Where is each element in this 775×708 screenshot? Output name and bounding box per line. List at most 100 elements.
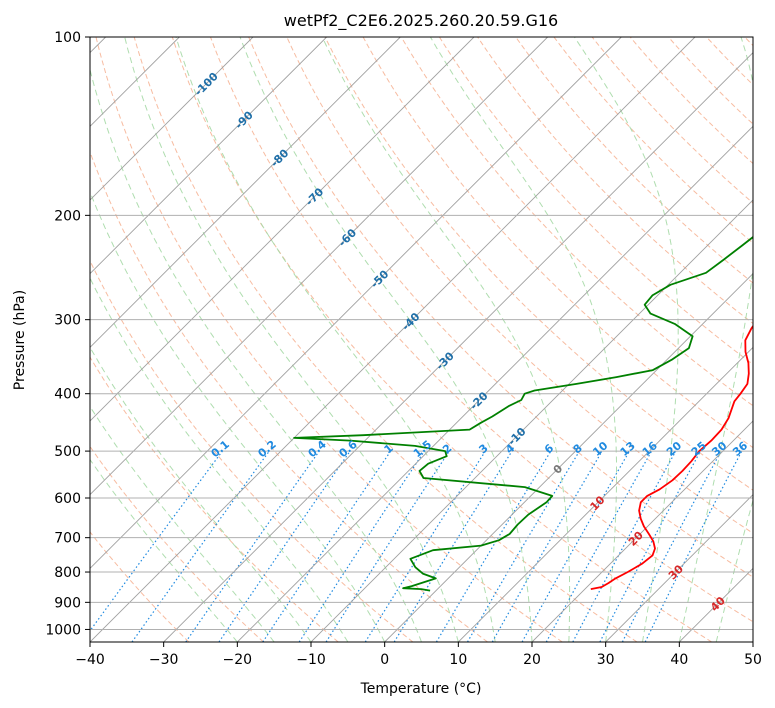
- mixing-ratio-line: [325, 450, 450, 642]
- moist-adiabat: [239, 37, 533, 642]
- moist-adiabat: [715, 498, 753, 642]
- isotherm: [237, 125, 753, 642]
- mixing-ratio-line: [364, 450, 486, 642]
- mixing-ratio-line: [599, 450, 702, 642]
- isotherm: [679, 567, 753, 642]
- isotherm-label: -40: [399, 310, 422, 333]
- dry-adiabat: [133, 37, 638, 642]
- y-tick-label: 100: [54, 30, 81, 46]
- isotherm: [163, 52, 753, 642]
- isotherm: [90, 37, 401, 348]
- x-tick-label: 40: [670, 652, 688, 668]
- x-tick-label: 50: [744, 652, 762, 668]
- moist-adiabat: [678, 37, 753, 642]
- mixing-ratio-label: 6: [542, 441, 556, 456]
- mixing-ratio-label: 10: [590, 439, 610, 459]
- dry-adiabat: [744, 37, 753, 47]
- isotherm: [90, 37, 254, 201]
- dry-adiabat: [477, 37, 753, 325]
- isotherm: [90, 37, 622, 569]
- y-tick-label: 600: [54, 491, 81, 507]
- dry-adiabat: [90, 531, 190, 642]
- dry-adiabat: [668, 37, 753, 125]
- moist-adiabat: [175, 37, 496, 642]
- y-tick-label: 300: [54, 313, 81, 329]
- dry-adiabat: [210, 37, 753, 623]
- isotherm: [458, 346, 753, 642]
- x-tick-label: −30: [149, 652, 179, 668]
- moist-adiabat: [90, 405, 275, 642]
- mixing-ratio-label: 0.1: [209, 438, 232, 460]
- mixing-ratio-label: 20: [664, 439, 684, 459]
- y-tick-label: 400: [54, 387, 81, 403]
- isotherm: [752, 641, 753, 642]
- mixing-ratio-line: [572, 450, 677, 642]
- dewpoint-profile: [293, 235, 753, 592]
- isotherm-label: -90: [233, 108, 256, 131]
- y-tick-label: 200: [54, 208, 81, 224]
- isotherm-label: -60: [336, 226, 359, 249]
- mixing-ratio-line: [298, 450, 425, 642]
- dry-adiabat: [438, 37, 753, 365]
- isotherm: [384, 273, 753, 642]
- mixing-ratio-label: 0.4: [306, 438, 330, 461]
- x-tick-label: −20: [223, 652, 253, 668]
- moist-adiabat: [90, 276, 349, 642]
- moist-adiabat: [90, 458, 238, 642]
- temperature-profile: [590, 324, 753, 590]
- moist-adiabat: [321, 37, 571, 642]
- isotherm: [605, 494, 753, 642]
- moist-adiabat: [90, 190, 386, 642]
- isotherm: [90, 37, 475, 422]
- x-tick-label: −40: [75, 652, 105, 668]
- isotherm-label: -100: [192, 70, 221, 99]
- x-axis-label: Temperature (°C): [360, 681, 482, 697]
- y-tick-label: 700: [54, 531, 81, 547]
- isotherm: [531, 420, 753, 642]
- dry-adiabat: [286, 37, 753, 534]
- plot-area: [90, 37, 753, 642]
- dry-adiabat: [90, 259, 414, 642]
- mixing-ratio-line: [466, 450, 580, 642]
- x-tick-label: 20: [523, 652, 541, 668]
- dry-adiabat: [171, 37, 712, 642]
- y-tick-label: 900: [54, 595, 81, 611]
- mixing-ratio-label: 36: [730, 439, 750, 459]
- isotherm: [90, 37, 548, 496]
- mixing-ratio-label: 25: [689, 439, 709, 459]
- moist-adiabat: [90, 67, 422, 642]
- dry-adiabat: [706, 37, 753, 86]
- moist-adiabat: [90, 346, 312, 642]
- x-tick-label: 10: [449, 652, 467, 668]
- chart-title: wetPf2_C2E6.2025.260.20.59.G16: [284, 11, 558, 31]
- isotherm-label: -30: [434, 349, 457, 372]
- x-tick-label: 0: [380, 652, 389, 668]
- y-tick-label: 1000: [45, 622, 81, 638]
- mixing-ratio-label: 13: [618, 439, 638, 459]
- mixing-ratio-label: 2: [440, 442, 454, 457]
- isotherm-label: -20: [467, 389, 490, 412]
- dry-adiabat: [591, 37, 753, 204]
- mixing-ratio-line: [491, 450, 603, 642]
- y-tick-label: 500: [54, 444, 81, 460]
- y-tick-label: 800: [54, 565, 81, 581]
- mixing-ratio-line: [218, 450, 351, 642]
- mixing-ratio-line: [521, 450, 631, 642]
- mixing-ratio-line: [393, 450, 513, 642]
- dry-adiabat: [553, 37, 753, 244]
- x-tick-label: 30: [597, 652, 615, 668]
- isotherm-label: 30: [666, 562, 686, 582]
- mixing-ratio-line: [262, 450, 392, 642]
- line-labels: 0.1 0.2 0.4 0.6 1 1.5 2 3 4 6 8 10 13 16 20 25 30 36-100-…: [192, 70, 750, 614]
- isotherm: [90, 37, 696, 642]
- mixing-ratio-label: 1.5: [411, 438, 434, 460]
- mixing-ratio-line: [90, 450, 223, 632]
- mixing-ratio-line: [435, 450, 552, 642]
- moist-adiabat: [573, 37, 679, 642]
- dry-adiabat: [90, 356, 339, 642]
- moist-adiabat: [429, 37, 617, 642]
- moist-adiabat: [124, 37, 459, 642]
- y-axis-label: Pressure (hPa): [12, 290, 28, 390]
- isotherm-label: 40: [708, 594, 728, 614]
